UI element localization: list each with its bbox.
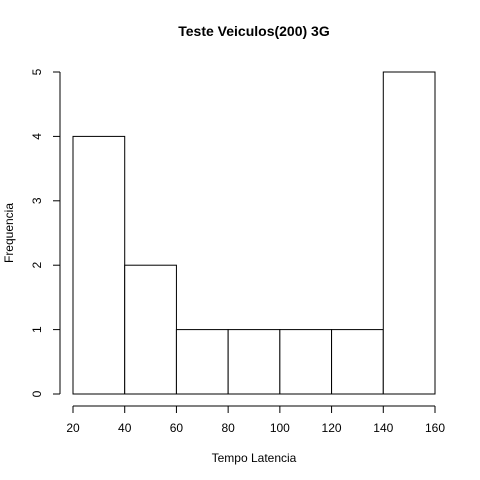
histogram-bar-120-140 [331, 329, 384, 395]
y-tick-label: 3 [30, 197, 44, 204]
y-tick-label: 1 [30, 326, 44, 333]
x-tick-label: 140 [373, 421, 393, 435]
x-axis: 20 40 60 80 100 120 140 160 [66, 405, 445, 435]
y-tick-label: 0 [30, 390, 44, 397]
histogram-bar-40-60 [124, 264, 177, 395]
x-axis-label: Tempo Latencia [212, 451, 297, 465]
chart-title: Teste Veiculos(200) 3G [178, 23, 330, 39]
x-tick-label: 120 [322, 421, 342, 435]
histogram-bar-100-120 [279, 329, 333, 395]
bars-group [72, 71, 436, 395]
histogram-bar-140-160 [382, 71, 436, 395]
x-tick-label: 160 [425, 421, 445, 435]
histogram-bar-60-80 [175, 329, 229, 395]
y-tick-label: 5 [30, 68, 44, 75]
histogram-bar-20-40 [72, 135, 126, 395]
x-tick-label: 40 [118, 421, 132, 435]
x-tick-label: 80 [221, 421, 235, 435]
y-axis: 0 1 2 3 4 5 [30, 68, 61, 397]
y-axis-label: Frequencia [2, 203, 16, 263]
x-tick-label: 60 [170, 421, 184, 435]
y-tick-label: 4 [30, 133, 44, 140]
x-tick-label: 100 [270, 421, 290, 435]
histogram-bar-80-100 [227, 329, 281, 395]
y-tick-label: 2 [30, 262, 44, 269]
x-tick-label: 20 [66, 421, 80, 435]
